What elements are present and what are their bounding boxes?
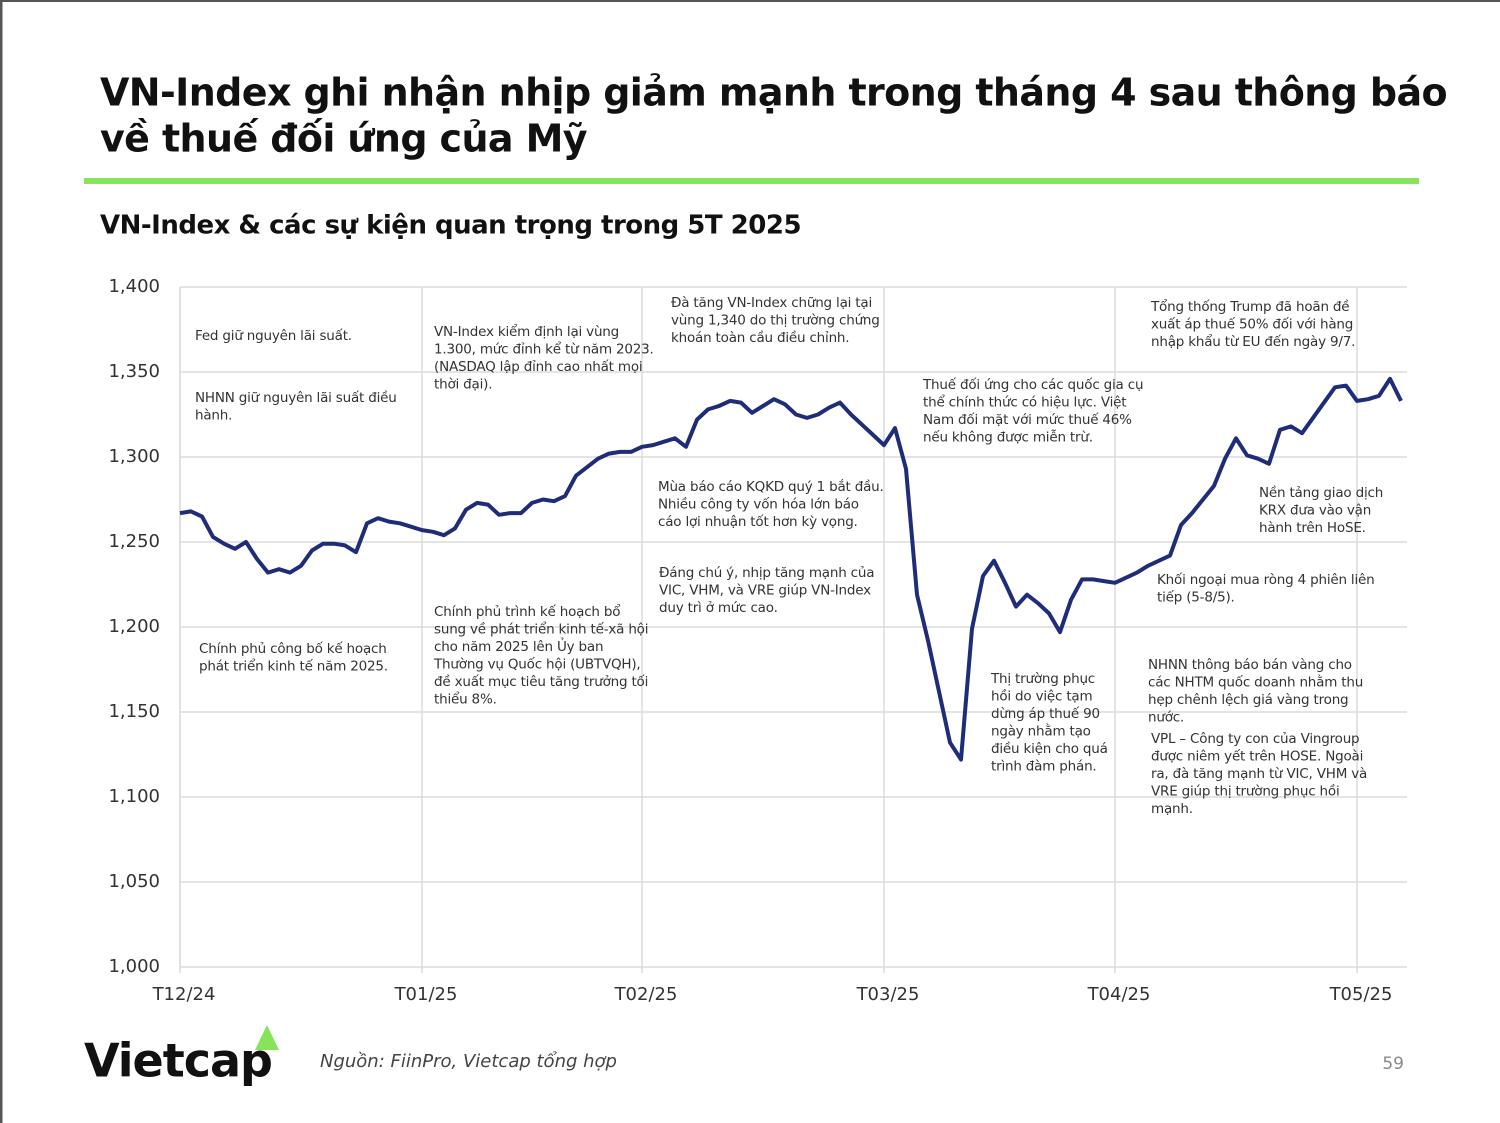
x-tick-label: T02/25: [614, 984, 678, 1005]
x-tick-label: T12/24: [152, 984, 216, 1005]
y-tick-label: 1,300: [108, 446, 160, 467]
y-tick-label: 1,400: [108, 276, 160, 297]
annotation: dừng áp thuế 90: [991, 705, 1100, 722]
annotation: 1.300, mức đỉnh kể từ năm 2023.: [434, 341, 654, 358]
annotation: Tổng thống Trump đã hoãn đề: [1150, 298, 1349, 315]
chart-title: VN-Index & các sự kiện quan trọng trong …: [100, 211, 801, 241]
annotation: điều kiện cho quá: [991, 740, 1108, 757]
annotation: Thường vụ Quốc hội (UBTVQH),: [433, 656, 641, 673]
annotation: ra, đà tăng mạnh từ VIC, VHM và: [1151, 766, 1367, 782]
source: Nguồn: FiinPro, Vietcap tổng hợp: [320, 1051, 617, 1072]
annotation: cho năm 2025 lên Ủy ban: [434, 636, 603, 655]
annotation: vùng 1,340 do thị trường chứng: [671, 313, 880, 329]
page-number: 59: [1382, 1054, 1404, 1074]
annotation: tiếp (5-8/5).: [1157, 589, 1235, 606]
logo: Vietcap: [84, 1034, 272, 1088]
logo-mark: [255, 1025, 279, 1050]
annotation: hẹp chênh lệch giá vàng trong: [1148, 692, 1348, 708]
annotation: NHNN thông báo bán vàng cho: [1148, 657, 1352, 673]
annotation: duy trì ở mức cao.: [659, 600, 778, 616]
annotation: VN-Index kiểm định lại vùng: [434, 323, 619, 340]
annotation: khoán toàn cầu điều chỉnh.: [671, 329, 849, 346]
annotation: Nhiều công ty vốn hóa lớn báo: [658, 496, 859, 513]
annotation: hồi do việc tạm: [991, 688, 1092, 705]
slide-title: về thuế đối ứng của Mỹ: [100, 117, 588, 161]
annotation: đề xuất mục tiêu tăng trưởng tối: [434, 673, 648, 690]
annotation: Thuế đối ứng cho các quốc gia cụ: [922, 376, 1143, 393]
annotation: các NHTM quốc doanh nhằm thu: [1148, 674, 1363, 691]
annotation: hành trên HoSE.: [1259, 520, 1366, 536]
annotation: phát triển kinh tế năm 2025.: [199, 658, 388, 675]
annotation: trình đàm phán.: [991, 759, 1097, 775]
annotation: Nền tảng giao dịch: [1259, 484, 1383, 501]
y-tick-label: 1,350: [108, 361, 160, 382]
annotation: ngày nhằm tạo: [991, 723, 1091, 740]
annotation: Fed giữ nguyên lãi suất.: [195, 328, 352, 344]
x-tick-label: T04/25: [1087, 984, 1151, 1005]
x-tick-label: T01/25: [394, 984, 458, 1005]
annotation: nếu không được miễn trừ.: [923, 429, 1093, 446]
annotation: được niêm yết trên HOSE. Ngoài: [1151, 748, 1363, 765]
x-tick-label: T05/25: [1329, 984, 1393, 1005]
annotation: VPL – Công ty con của Vingroup: [1151, 731, 1359, 747]
annotation: sung về phát triển kinh tế-xã hội: [434, 621, 648, 638]
y-tick-label: 1,250: [108, 531, 160, 552]
annotation: Nam đối mặt với mức thuế 46%: [923, 411, 1132, 428]
annotation: thiểu 8%.: [434, 691, 497, 708]
annotation: (NASDAQ lập đỉnh cao nhất mọi: [434, 359, 642, 375]
annotation: Thị trường phục: [990, 671, 1095, 687]
annotation: thể chính thức có hiệu lực. Việt: [923, 394, 1126, 411]
annotation: Chính phủ công bố kế hoạch: [199, 640, 387, 657]
annotation: nhập khẩu từ EU đến ngày 9/7.: [1151, 333, 1355, 350]
annotation: Khối ngoại mua ròng 4 phiên liên: [1157, 571, 1374, 588]
slide-title: VN-Index ghi nhận nhịp giảm mạnh trong t…: [100, 71, 1447, 115]
annotation: KRX đưa vào vận: [1259, 503, 1371, 519]
annotation: xuất áp thuế 50% đối với hàng: [1151, 316, 1353, 333]
annotation: cáo lợi nhuận tốt hơn kỳ vọng.: [658, 513, 858, 530]
annotation: VIC, VHM, và VRE giúp VN-Index: [659, 583, 871, 599]
chart: 1,000 1,050 1,100 1,150 1,200 1,250 1,300 1,350…: [108, 276, 1407, 1005]
divider: [84, 178, 1419, 184]
annotation: NHNN giữ nguyên lãi suất điều: [195, 389, 397, 406]
y-tick-label: 1,050: [108, 871, 160, 892]
annotation: Đáng chú ý, nhịp tăng mạnh của: [659, 565, 874, 581]
annotation: thời đại).: [434, 377, 492, 393]
y-tick-label: 1,000: [108, 956, 160, 977]
annotation: Đà tăng VN-Index chững lại tại: [671, 295, 872, 311]
annotation: nước.: [1148, 710, 1184, 726]
annotation: hành.: [195, 408, 232, 424]
annotation: Chính phủ trình kế hoạch bổ: [434, 603, 620, 620]
annotation: VRE giúp thị trường phục hồi: [1151, 783, 1340, 800]
y-tick-label: 1,100: [108, 786, 160, 807]
y-tick-label: 1,200: [108, 616, 160, 637]
annotation: Mùa báo cáo KQKD quý 1 bắt đầu.: [658, 478, 884, 495]
y-tick-label: 1,150: [108, 701, 160, 722]
index-line: [179, 376, 1403, 762]
annotation: mạnh.: [1151, 801, 1193, 817]
x-tick-label: T03/25: [856, 984, 920, 1005]
